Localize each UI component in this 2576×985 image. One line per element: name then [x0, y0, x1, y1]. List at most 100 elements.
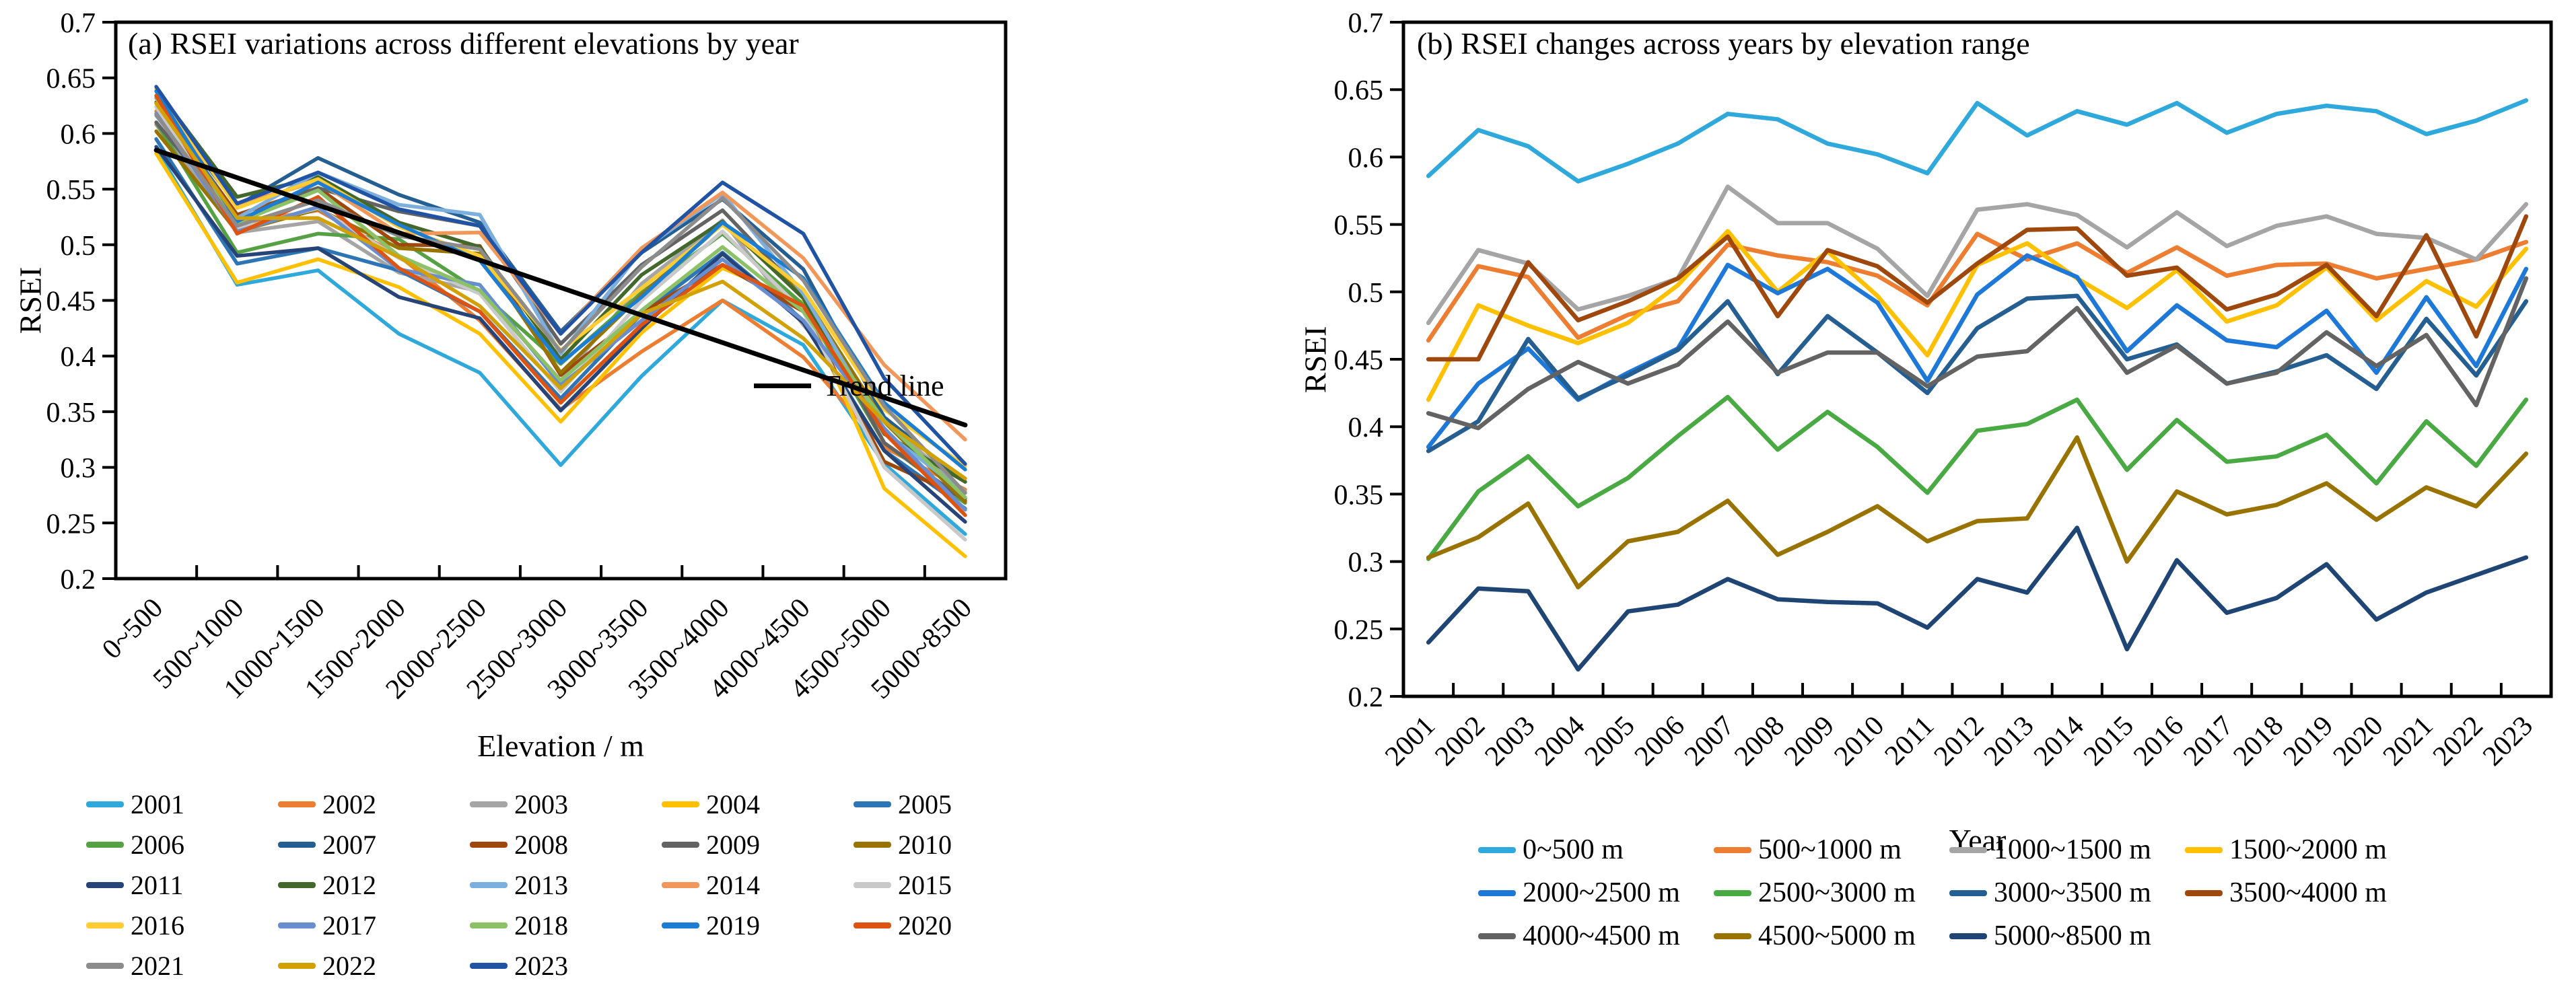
x-category-label: 2015 [2078, 710, 2140, 772]
x-category-label: 2016 [2128, 710, 2190, 772]
panel-a: 0.7 0.65 0.6 0.55 0.5 0.45 0.4 0.35 0.3 0.25 0.2 0~… [13, 8, 1045, 981]
x-category-label: 2004 [1529, 710, 1591, 772]
legend-item-2000-2500-m: 2000~2500 m [1478, 877, 1714, 908]
legend-label: 2022 [322, 950, 376, 981]
y-tick-label: 0.4 [1348, 412, 1384, 443]
legend-item-2013: 2013 [470, 869, 662, 900]
legend-item-2018: 2018 [470, 910, 662, 941]
legend-line-swatch [86, 801, 124, 807]
y-tick-label: 0.4 [61, 342, 96, 373]
panel-a-plot: 0.7 0.65 0.6 0.55 0.5 0.45 0.4 0.35 0.3 0.25 0.20~… [46, 8, 1008, 705]
series-lines [1426, 98, 2529, 672]
legend-label: 4500~5000 m [1758, 920, 1916, 951]
legend-line-swatch [470, 962, 508, 969]
panel-b-plot: 0.70.650.60.550.50.450.40.350.30.250.220… [1334, 8, 2553, 772]
y-tick-label: 0.55 [1334, 211, 1384, 242]
plot-frame [114, 20, 1008, 581]
y-tick-label: 0.3 [1348, 548, 1384, 579]
legend-label: 500~1000 m [1758, 834, 1902, 865]
x-category-label: 2001 [1379, 710, 1441, 772]
legend-line-swatch [470, 801, 508, 807]
series-line-2000-2500-m [1426, 253, 2529, 449]
x-category-label: 2013 [1978, 710, 2040, 772]
legend-item-2500-3000-m: 2500~3000 m [1714, 877, 1949, 908]
series-line-2023 [154, 85, 967, 466]
legend-line-swatch [1714, 846, 1751, 853]
x-axis: 0~500500~10001000~15001500~20002000~2500… [96, 565, 1007, 705]
panel-b-title: (b) RSEI changes across years by elevati… [1417, 26, 2030, 61]
legend-item-4000-4500-m: 4000~4500 m [1478, 920, 1714, 951]
legend-label: 2018 [514, 910, 568, 941]
legend-item-2008: 2008 [470, 829, 662, 860]
panel-a-y-axis-label: RSEI [13, 266, 48, 334]
legend-line-swatch [1478, 889, 1516, 896]
legend-line-swatch [854, 801, 891, 807]
legend-label: 2012 [322, 869, 376, 900]
legend-line-swatch [86, 881, 124, 888]
legend-item-3000-3500-m: 3000~3500 m [1949, 877, 2185, 908]
legend-item-2022: 2022 [278, 950, 470, 981]
y-tick-label: 0.2 [61, 564, 96, 595]
x-category-label: 2018 [2227, 710, 2289, 772]
series-line-1000-1500-m [1426, 184, 2529, 326]
x-category-label: 2012 [1928, 710, 1990, 772]
series-line-2019 [154, 89, 967, 472]
x-category-label: 2014 [2028, 710, 2090, 772]
y-tick-label: 0.5 [1348, 278, 1384, 309]
plot-frame [1401, 20, 2553, 698]
y-tick-label: 0.2 [1348, 682, 1384, 713]
panel-a-legend: 2001 2002 2003 2004 2005 2006 2007 2008 2009 2010… [86, 789, 1045, 981]
legend-item-4500-5000-m: 4500~5000 m [1714, 920, 1949, 951]
legend-label: 4000~4500 m [1523, 920, 1680, 951]
legend-line-swatch [1478, 933, 1516, 939]
legend-item-2021: 2021 [86, 950, 278, 981]
trend-line [153, 147, 968, 428]
legend-label: 1500~2000 m [2229, 834, 2387, 865]
series-lines [154, 85, 967, 558]
legend-label: 2010 [898, 829, 952, 860]
x-category-label: 2009 [1778, 710, 1840, 772]
legend-item-2016: 2016 [86, 910, 278, 941]
y-tick-label: 0.25 [1334, 615, 1384, 646]
legend-item-2019: 2019 [662, 910, 854, 941]
legend-line-swatch [1478, 846, 1516, 853]
series-line-2015 [154, 104, 967, 542]
legend-line-swatch [662, 922, 699, 928]
series-line-0-500-m [1426, 98, 2529, 184]
legend-item-2005: 2005 [854, 789, 1045, 819]
legend-line-swatch [1714, 933, 1751, 939]
series-line-2022 [154, 101, 967, 480]
x-category-label: 2002 [1429, 710, 1491, 772]
y-tick-label: 0.45 [1334, 345, 1384, 376]
y-tick-label: 0.35 [46, 398, 96, 429]
x-category-label: 2011 [1879, 710, 1941, 772]
x-category-label: 2022 [2427, 710, 2489, 772]
legend-label: 3000~3500 m [1994, 877, 2151, 908]
legend-label: 2008 [514, 829, 568, 860]
legend-item-500-1000-m: 500~1000 m [1714, 834, 1949, 865]
legend-line-swatch [86, 841, 124, 848]
legend-line-swatch [470, 881, 508, 888]
legend-label: 3500~4000 m [2229, 877, 2387, 908]
x-category-label: 2021 [2377, 710, 2439, 772]
series-line-2017 [154, 111, 967, 512]
legend-label: 2017 [322, 910, 376, 941]
legend-line-swatch [662, 881, 699, 888]
legend-line-swatch [662, 841, 699, 848]
legend-item-2023: 2023 [470, 950, 662, 981]
panel-b-legend: 0~500 m 500~1000 m 1000~1500 m 1500~2000 m 2… [1478, 834, 2421, 951]
panel-a-title: (a) RSEI variations across different ele… [128, 26, 799, 61]
series-line-4000-4500-m [1426, 276, 2529, 431]
trend-line-label: Trend line [823, 369, 944, 402]
series-line-500-1000-m [1426, 231, 2529, 343]
legend-item-2014: 2014 [662, 869, 854, 900]
legend-label: 2015 [898, 869, 952, 900]
x-category-label: 2023 [2477, 710, 2539, 772]
x-category-label: 2005 [1579, 710, 1641, 772]
legend-item-2009: 2009 [662, 829, 854, 860]
y-axis: 0.7 0.65 0.6 0.55 0.5 0.45 0.4 0.35 0.3 0.25 0.2 [1334, 8, 1403, 713]
series-line-5000-8500-m [1426, 525, 2529, 672]
trend-line-swatch [754, 384, 811, 388]
legend-label: 2007 [322, 829, 376, 860]
